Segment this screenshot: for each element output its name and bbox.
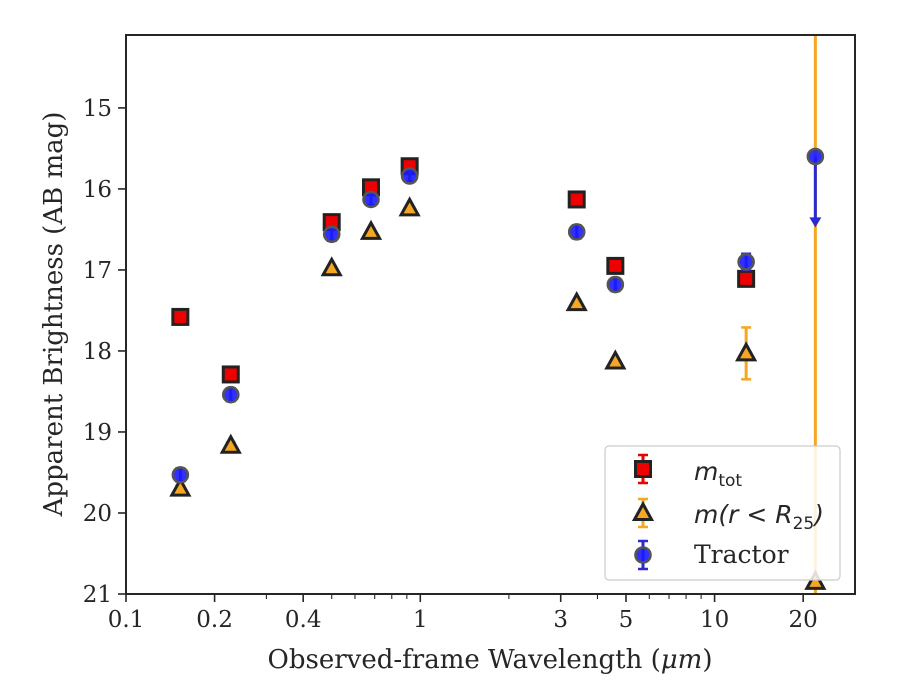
series-mtot-point-5: [567, 190, 586, 209]
x-tick-label-3: 1: [413, 607, 428, 633]
series-tractor-point-3: [362, 190, 380, 209]
legend-marker-tractor: [634, 539, 652, 571]
series-mr25-point-4: [398, 196, 421, 217]
y-tick-label-1: 16: [83, 177, 112, 203]
series-tractor-point-6: [606, 275, 625, 294]
series-tractor-point-2: [322, 225, 341, 244]
y-tick-label-3: 18: [83, 339, 112, 365]
series-tractor: [171, 147, 825, 484]
legend-mr25-main: m: [694, 500, 718, 529]
x-tick-label-5: 5: [619, 607, 634, 633]
series-mr25-point-6: [604, 349, 627, 370]
x-tick-label-7: 20: [789, 607, 818, 633]
series-tractor-point-4: [400, 167, 419, 185]
plot-frame: [125, 34, 856, 595]
y-tick-label-6: 21: [83, 582, 112, 608]
series-tractor-point-5: [567, 223, 586, 241]
y-axis-label: Apparent Brightness (AB mag): [39, 112, 69, 518]
y-tick-label-4: 19: [83, 420, 112, 446]
series-mtot: [171, 157, 756, 384]
y-tick-label-5: 20: [83, 501, 112, 527]
legend-symbol-mr25: [631, 500, 655, 521]
legend-symbol-mtot: [634, 460, 652, 478]
legend-entry-mtot: mtot: [694, 457, 742, 491]
legend-symbol-tractor: [634, 546, 652, 564]
series-mr25-point-5: [565, 291, 588, 312]
x-axis-label-text: Observed-frame Wavelength (: [268, 645, 661, 675]
series-mtot-point-0: [171, 307, 190, 326]
x-tick-label-1: 0.2: [196, 607, 233, 633]
series-mr25-point-3: [359, 219, 383, 240]
legend-entry-mr25: m(r < R25): [694, 500, 824, 534]
legend: mtot m(r < R25) Tractor: [604, 445, 841, 581]
series-tractor-point-1: [221, 385, 240, 404]
legend-marker-mtot: [634, 453, 652, 485]
legend-mr25-sub: 25: [793, 514, 815, 534]
series-mtot-point-6: [606, 256, 625, 275]
x-axis-label: Observed-frame Wavelength (μm): [268, 645, 713, 675]
x-tick-label-4: 3: [553, 607, 568, 633]
legend-markers: [631, 453, 655, 571]
legend-mtot-main: m: [694, 457, 718, 486]
x-tick-label-2: 0.4: [285, 607, 322, 633]
series-mr25-point-7: [735, 341, 758, 362]
x-axis-label-unit: μm: [661, 645, 703, 675]
legend-entry-tractor: Tractor: [694, 540, 789, 569]
series-tractor-point-8: [806, 147, 825, 166]
tick-labels: 0.1 0.2 0.4 1 3 5 10 20 15 16 17 18 19 20 21: [83, 96, 818, 633]
series-mr25-point-1: [219, 433, 242, 454]
data-layer: [169, 35, 827, 594]
x-axis-label-close: ): [702, 645, 712, 675]
legend-mtot-sub: tot: [718, 471, 742, 491]
x-tick-label-0: 0.1: [108, 607, 145, 633]
legend-marker-mr25: [631, 497, 655, 529]
legend-mr25-paren: (r < R: [718, 500, 792, 529]
series-tractor-limit-arrow-8: [809, 217, 822, 228]
y-tick-label-2: 17: [83, 258, 112, 284]
y-tick-label-0: 15: [83, 96, 112, 122]
x-tick-label-6: 10: [700, 607, 729, 633]
series-mtot-point-7: [737, 269, 756, 288]
series-mr25-point-0: [169, 476, 192, 497]
series-tractor-point-0: [171, 466, 190, 484]
series-mr25-point-2: [320, 256, 343, 277]
series-tractor-point-7: [737, 253, 755, 271]
legend-mr25-close: ): [812, 500, 824, 529]
legend-box: [604, 445, 841, 581]
series-mtot-point-1: [221, 365, 240, 384]
